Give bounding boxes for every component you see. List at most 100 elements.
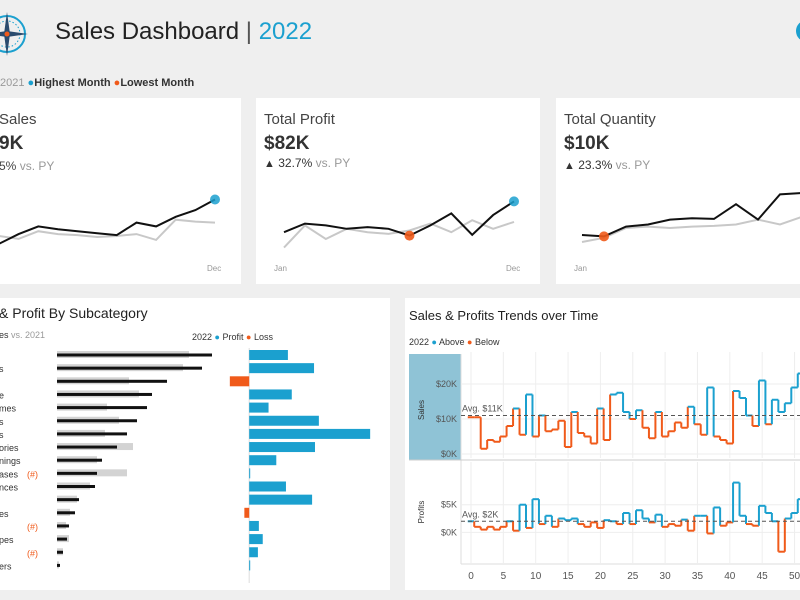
kpi-end-label: Dec xyxy=(506,264,521,273)
sales-sparkline xyxy=(0,194,220,245)
sales-tick-label: $10K xyxy=(436,414,457,424)
subcategory-subtitle: es vs. 2021 xyxy=(0,330,45,340)
x-tick-label: 45 xyxy=(757,571,769,582)
profit-bar xyxy=(249,402,269,413)
kpi-title: Total Profit xyxy=(264,111,335,128)
x-tick-label: 30 xyxy=(660,571,672,582)
lowest-month-point xyxy=(599,231,609,242)
prev-year-line xyxy=(0,218,216,242)
subcategory-title: & Profit By Subcategory xyxy=(0,305,148,321)
profit-dot-icon: ● xyxy=(214,332,220,342)
profit-bar xyxy=(249,428,371,439)
profit-bar xyxy=(249,415,319,426)
sales-2022-bar xyxy=(57,537,67,541)
subcategory-label: es xyxy=(0,509,9,519)
lowest-dot-icon: ● xyxy=(113,77,121,89)
above-dot-icon: ● xyxy=(431,337,437,347)
subcategory-label: nces xyxy=(0,483,19,493)
subcategory-marker: (#) xyxy=(27,522,38,532)
kpi-vs: vs. PY xyxy=(315,156,351,170)
x-tick-label: 0 xyxy=(468,571,474,582)
highest-dot-icon: ● xyxy=(27,77,35,89)
kpi-change-value: 23.3% xyxy=(578,158,613,172)
kpi-change-value: 32.7% xyxy=(278,156,313,170)
subcategory-label: ers xyxy=(0,561,12,571)
profit-bar xyxy=(249,363,315,374)
sales-2022-bar xyxy=(57,524,69,528)
sales-2022-bar xyxy=(57,366,202,370)
sales-2022-bar xyxy=(57,419,137,423)
kpi-card-sales: Sales 9K 5% vs. PY Dec xyxy=(0,98,241,284)
kpi-start-label: Jan xyxy=(274,264,287,273)
profit-bar xyxy=(249,534,263,545)
legend-highest: Highest Month xyxy=(34,77,111,89)
subcategory-label: mes xyxy=(0,404,17,414)
x-tick-label: 15 xyxy=(562,571,574,582)
sales-axis-title: Sales xyxy=(417,400,426,420)
profit-bar xyxy=(249,389,292,400)
legend-below: Below xyxy=(475,337,500,347)
sales-tick-label: $0K xyxy=(441,449,457,459)
info-button[interactable] xyxy=(796,20,800,42)
subcategory-marker: (#) xyxy=(27,469,38,479)
legend-profit: Profit xyxy=(222,332,244,342)
subcategory-label: s xyxy=(0,417,4,427)
profit-loss-legend: 2022 ● Profit ● Loss xyxy=(192,332,273,342)
kpi-change: ▲ 23.3% vs. PY xyxy=(564,158,650,172)
kpi-value: $10K xyxy=(564,133,610,154)
subcategory-panel: & Profit By Subcategory es vs. 2021 2022… xyxy=(0,298,390,590)
subcategory-label: ases xyxy=(0,469,19,479)
profits-axis-title: Profits xyxy=(417,501,426,524)
kpi-change: 5% vs. PY xyxy=(0,159,54,173)
x-tick-label: 40 xyxy=(724,571,736,582)
current-year-line xyxy=(581,192,800,238)
sales-2022-bar xyxy=(57,353,212,357)
legend-above: Above xyxy=(439,337,465,347)
sales-2022-bar xyxy=(57,511,75,515)
highest-month-point xyxy=(210,194,220,205)
sales-axis-band xyxy=(409,354,461,460)
profit-bar xyxy=(249,468,251,479)
kpi-value: $82K xyxy=(264,133,310,154)
kpi-title: Total Quantity xyxy=(564,111,656,128)
kpi-vs: vs. PY xyxy=(19,159,55,173)
sales-average-label: Avg. $11K xyxy=(462,404,503,414)
title-separator: | xyxy=(245,18,253,45)
subcategory-label: ories xyxy=(0,443,19,453)
prev-year-line xyxy=(581,216,800,243)
legend-year: 2022 xyxy=(409,337,430,347)
legend-lowest: Lowest Month xyxy=(120,77,195,89)
kpi-card-quantity: Total Quantity $10K ▲ 23.3% vs. PY Jan xyxy=(556,98,800,284)
sales-2022-bar xyxy=(57,563,60,567)
profit-average-label: Avg. $2K xyxy=(462,509,498,519)
profit-bar xyxy=(249,442,315,453)
up-triangle-icon: ▲ xyxy=(264,158,275,170)
profit-bar xyxy=(249,560,251,571)
profit-bar xyxy=(249,547,258,558)
title-text: Sales Dashboard xyxy=(55,18,240,45)
x-tick-label: 50 xyxy=(789,571,800,582)
subcategory-marker: (#) xyxy=(27,548,38,558)
up-triangle-icon: ▲ xyxy=(564,160,575,172)
legend-year: 2022 xyxy=(192,332,213,342)
sales-2022-bar xyxy=(57,458,102,462)
profit-bar xyxy=(249,455,277,466)
subcategory-label: s xyxy=(0,364,4,374)
profit-tick-label: $0K xyxy=(441,527,457,537)
subcategory-label: pes xyxy=(0,535,14,545)
below-dot-icon: ● xyxy=(467,337,473,347)
sales-2022-bar xyxy=(57,445,117,449)
kpi-start-label: Jan xyxy=(574,264,587,273)
compass-logo-icon xyxy=(0,12,28,56)
trends-legend: 2022 ● Above ● Below xyxy=(409,337,500,347)
kpi-change-value: 5% xyxy=(0,159,17,173)
sales-tick-label: $20K xyxy=(436,379,457,389)
kpi-card-profit: Total Profit $82K ▲ 32.7% vs. PY Jan Dec xyxy=(256,98,540,284)
subcategory-label: e xyxy=(0,390,4,400)
subtitle-vs: vs. 2021 xyxy=(11,330,46,340)
page-title: Sales Dashboard | 2022 xyxy=(55,18,312,46)
x-tick-label: 10 xyxy=(530,571,542,582)
sales-2022-bar xyxy=(57,432,127,436)
sales-2022-bar xyxy=(57,471,97,475)
